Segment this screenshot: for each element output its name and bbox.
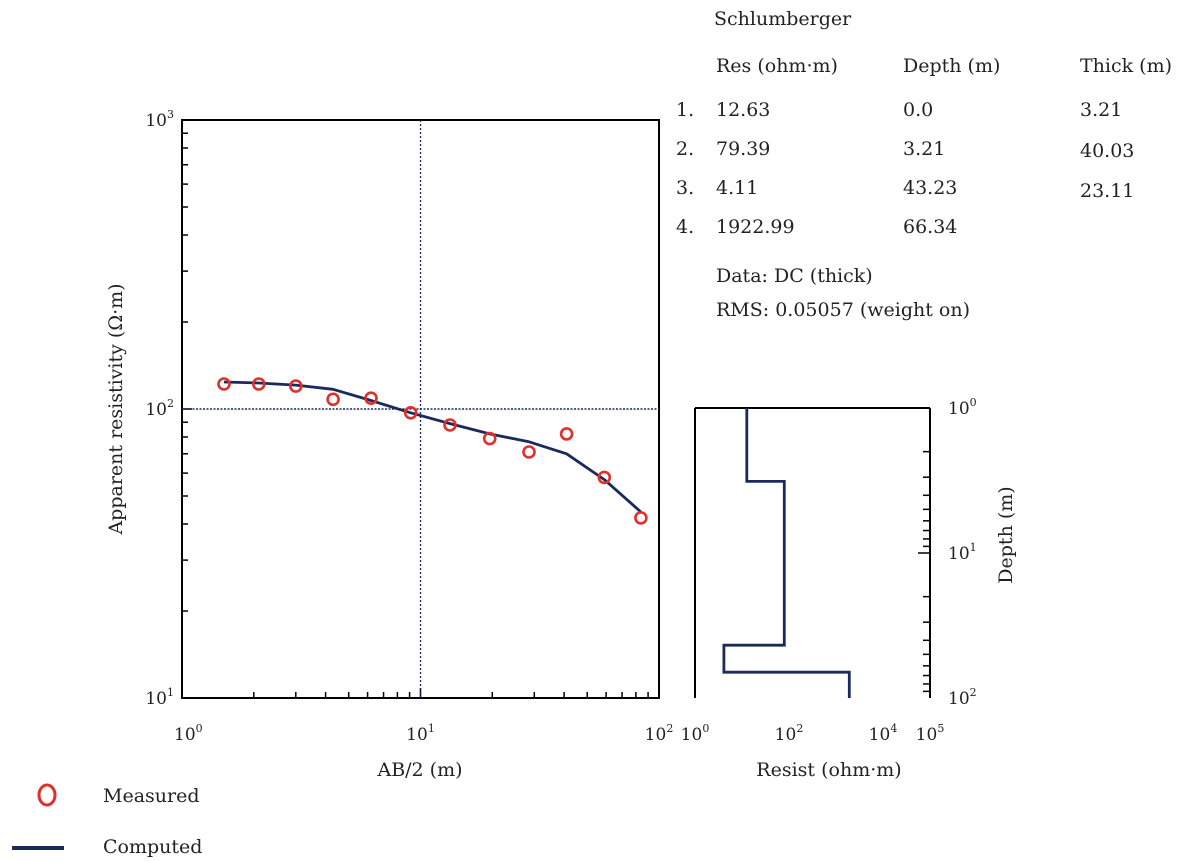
resist-tick-label: 100 [681, 722, 710, 745]
measured-point [364, 391, 378, 406]
measured-point [634, 511, 648, 525]
layer-plot-ticks [918, 407, 930, 693]
measured-point [326, 392, 340, 407]
measured-point [443, 418, 457, 432]
layer-model-curve [722, 408, 851, 698]
layer-thick: 40.03 [1080, 140, 1135, 162]
layer-res: 12.63 [716, 99, 771, 121]
column-header-thick: Thick (m) [1080, 55, 1173, 77]
main-y-axis-title: Apparent resistivity (Ω·m) [105, 283, 127, 535]
legend-measured-label: Measured [103, 785, 200, 807]
layer-x-axis-title: Resist (ohm·m) [756, 759, 901, 781]
computed-curve [223, 380, 642, 514]
legend-computed-label: Computed [103, 836, 203, 858]
layer-plot-series [722, 408, 851, 698]
legend-measured-marker [37, 783, 57, 807]
column-header-res: Res (ohm·m) [716, 55, 838, 77]
depth-tick-label: 100 [948, 396, 977, 419]
x-tick-label: 101 [406, 722, 435, 745]
column-header-depth: Depth (m) [903, 55, 1001, 77]
resist-tick-label: 102 [775, 722, 804, 745]
measured-point [288, 379, 303, 393]
y-tick-label: 102 [145, 397, 174, 420]
layer-depth: 66.34 [903, 216, 958, 238]
layer-depth: 43.23 [903, 177, 958, 199]
measured-point [597, 470, 612, 485]
measured-point [217, 377, 231, 391]
main-plot-reference-lines [182, 120, 659, 698]
measured-point [559, 427, 574, 441]
main-plot-series [217, 377, 648, 525]
layer-depth: 3.21 [903, 138, 946, 160]
layer-index: 3. [676, 177, 695, 199]
layer-thick: 3.21 [1080, 99, 1123, 121]
y-tick-label: 101 [145, 686, 174, 709]
x-tick-label: 102 [645, 722, 674, 745]
method-title: Schlumberger [714, 8, 852, 30]
layer-index: 4. [676, 216, 695, 238]
data-info: Data: DC (thick) [716, 265, 873, 287]
depth-tick-label: 102 [948, 686, 977, 709]
measured-point [522, 445, 536, 459]
main-x-axis-title: AB/2 (m) [376, 759, 462, 781]
layer-y-axis-title: Depth (m) [995, 486, 1017, 583]
depth-tick-label: 101 [948, 541, 977, 564]
layer-plot-tick-labels: 100 102 104 105 100 101 102 [681, 396, 977, 745]
x-tick-label: 100 [174, 722, 203, 745]
layer-plot-frame [694, 407, 931, 698]
measured-point [251, 377, 266, 391]
layer-thick: 23.11 [1080, 180, 1135, 202]
y-tick-label: 103 [145, 108, 174, 131]
measured-point [482, 431, 497, 446]
rms-info: RMS: 0.05057 (weight on) [716, 299, 970, 321]
layer-index: 1. [676, 99, 695, 121]
layer-index: 2. [676, 138, 695, 160]
layer-depth: 0.0 [903, 99, 934, 121]
resist-tick-label: 104 [869, 722, 898, 745]
layer-res: 79.39 [716, 138, 771, 160]
layer-res: 1922.99 [716, 216, 795, 238]
layer-res: 4.11 [716, 177, 759, 199]
measured-point [403, 405, 418, 420]
resist-tick-label: 105 [916, 722, 945, 745]
